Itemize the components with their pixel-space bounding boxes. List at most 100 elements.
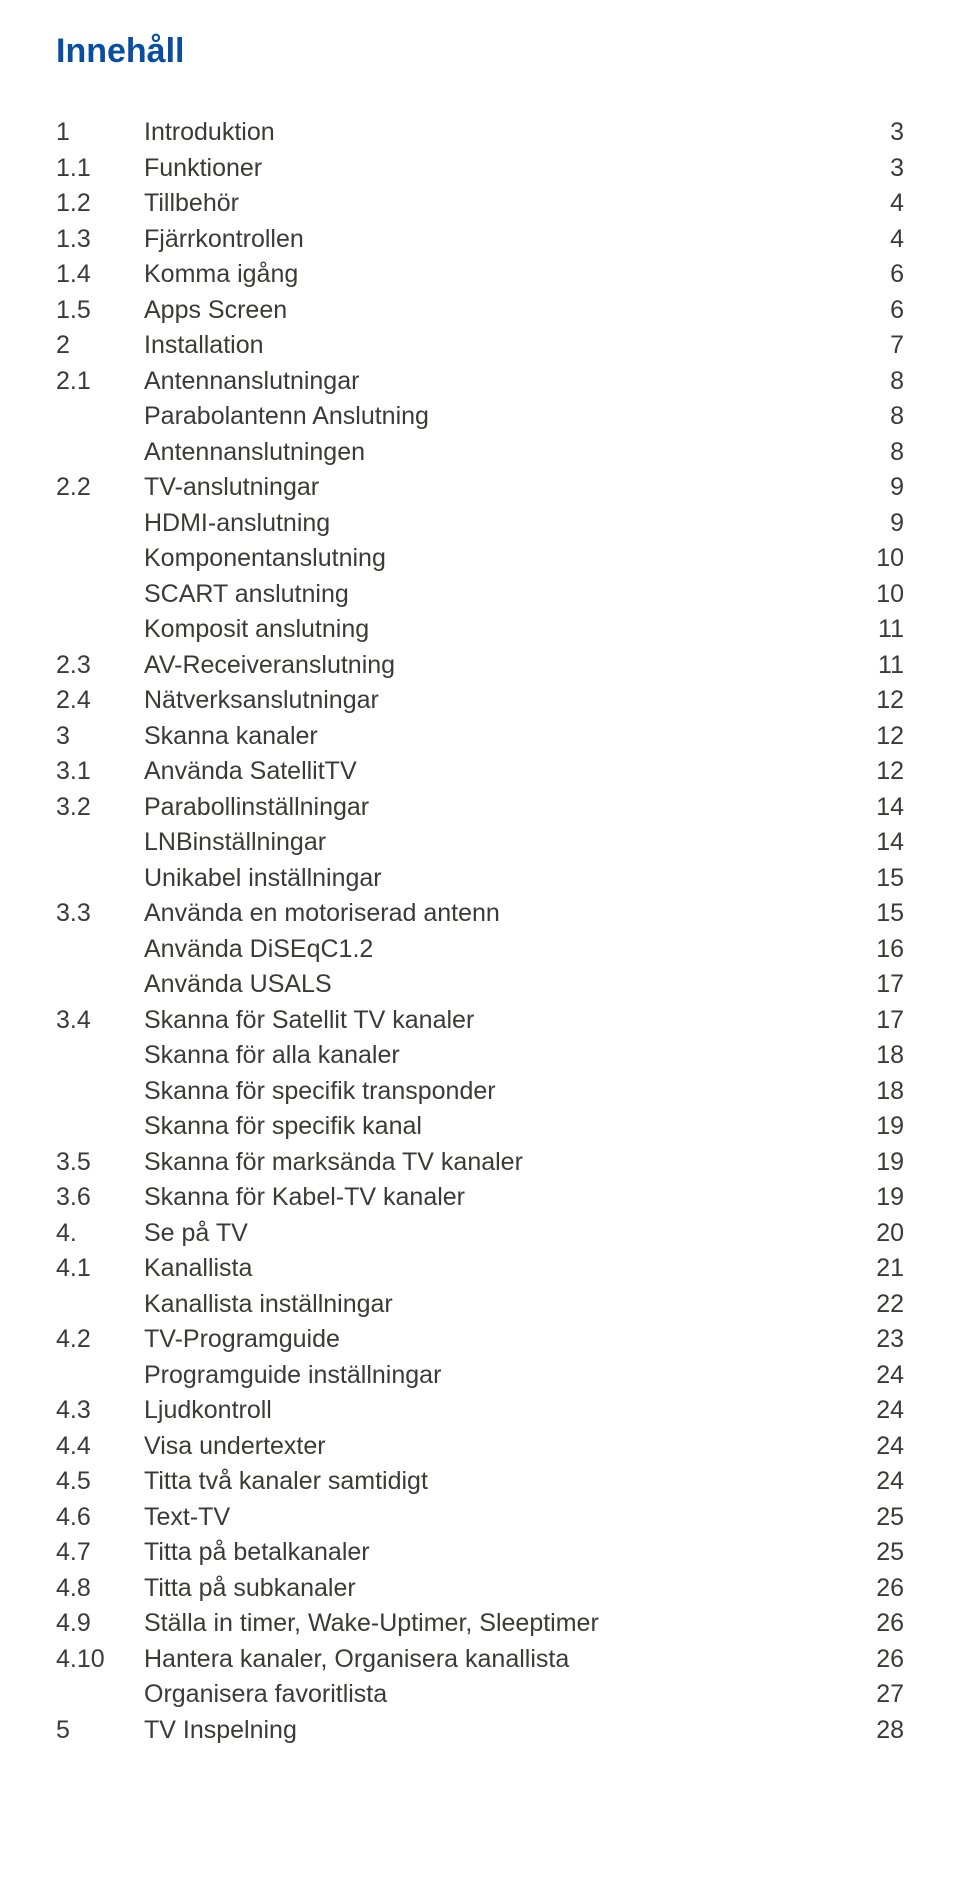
toc-row: 4.4Visa undertexter24 bbox=[56, 1429, 904, 1465]
toc-section-label: Ställa in timer, Wake-Uptimer, Sleeptime… bbox=[144, 1606, 844, 1642]
toc-row: 2Installation7 bbox=[56, 328, 904, 364]
toc-row: SCART anslutning10 bbox=[56, 577, 904, 613]
toc-section-number: 4.5 bbox=[56, 1464, 144, 1500]
toc-section-label: Komma igång bbox=[144, 257, 844, 293]
toc-section-number: 2.3 bbox=[56, 648, 144, 684]
toc-row: 5TV Inspelning28 bbox=[56, 1713, 904, 1749]
toc-section-label: Använda DiSEqC1.2 bbox=[144, 932, 844, 968]
toc-section-label: Skanna för alla kanaler bbox=[144, 1038, 844, 1074]
toc-row: 4.7Titta på betalkanaler25 bbox=[56, 1535, 904, 1571]
toc-row: Organisera favoritlista27 bbox=[56, 1677, 904, 1713]
toc-section-label: Parabolantenn Anslutning bbox=[144, 399, 844, 435]
toc-page-number: 11 bbox=[844, 648, 904, 684]
toc-row: 3Skanna kanaler12 bbox=[56, 719, 904, 755]
toc-page-number: 7 bbox=[844, 328, 904, 364]
toc-section-label: Skanna kanaler bbox=[144, 719, 844, 755]
toc-page-number: 17 bbox=[844, 967, 904, 1003]
toc-section-label: Skanna för specifik kanal bbox=[144, 1109, 844, 1145]
toc-section-label: Använda SatellitTV bbox=[144, 754, 844, 790]
toc-page-number: 24 bbox=[844, 1393, 904, 1429]
toc-page-number: 14 bbox=[844, 790, 904, 826]
toc-section-label: Komponentanslutning bbox=[144, 541, 844, 577]
toc-section-number: 3.4 bbox=[56, 1003, 144, 1039]
toc-row: 4.10Hantera kanaler, Organisera kanallis… bbox=[56, 1642, 904, 1678]
toc-row: Kanallista inställningar22 bbox=[56, 1287, 904, 1323]
toc-page-number: 12 bbox=[844, 719, 904, 755]
toc-page-number: 17 bbox=[844, 1003, 904, 1039]
toc-section-label: Hantera kanaler, Organisera kanallista bbox=[144, 1642, 844, 1678]
toc-page-number: 24 bbox=[844, 1464, 904, 1500]
toc-section-number: 3.1 bbox=[56, 754, 144, 790]
toc-section-number: 1 bbox=[56, 115, 144, 151]
toc-row: Komposit anslutning11 bbox=[56, 612, 904, 648]
toc-section-label: Antennanslutningar bbox=[144, 364, 844, 400]
page-title: Innehåll bbox=[56, 32, 904, 71]
toc-page-number: 11 bbox=[844, 612, 904, 648]
toc-page-number: 24 bbox=[844, 1358, 904, 1394]
toc-section-label: Komposit anslutning bbox=[144, 612, 844, 648]
toc-page-number: 8 bbox=[844, 399, 904, 435]
toc-section-label: Använda USALS bbox=[144, 967, 844, 1003]
toc-page-number: 26 bbox=[844, 1606, 904, 1642]
toc-row: 1Introduktion3 bbox=[56, 115, 904, 151]
toc-page-number: 25 bbox=[844, 1535, 904, 1571]
toc-row: 2.1Antennanslutningar8 bbox=[56, 364, 904, 400]
toc-section-label: Ljudkontroll bbox=[144, 1393, 844, 1429]
toc-section-label: Funktioner bbox=[144, 151, 844, 187]
toc-section-number: 3 bbox=[56, 719, 144, 755]
toc-section-label: Antennanslutningen bbox=[144, 435, 844, 471]
toc-section-label: Tillbehör bbox=[144, 186, 844, 222]
toc-row: Skanna för alla kanaler18 bbox=[56, 1038, 904, 1074]
toc-section-label: TV-anslutningar bbox=[144, 470, 844, 506]
toc-row: 1.2Tillbehör4 bbox=[56, 186, 904, 222]
toc-section-label: Unikabel inställningar bbox=[144, 861, 844, 897]
toc-row: 1.3Fjärrkontrollen4 bbox=[56, 222, 904, 258]
toc-page-number: 4 bbox=[844, 186, 904, 222]
toc-section-label: Kanallista bbox=[144, 1251, 844, 1287]
toc-page-number: 18 bbox=[844, 1074, 904, 1110]
toc-section-label: HDMI-anslutning bbox=[144, 506, 844, 542]
toc-section-number: 3.3 bbox=[56, 896, 144, 932]
toc-section-number: 1.3 bbox=[56, 222, 144, 258]
toc-row: Antennanslutningen8 bbox=[56, 435, 904, 471]
toc-section-label: Skanna för marksända TV kanaler bbox=[144, 1145, 844, 1181]
toc-row: 4.3Ljudkontroll24 bbox=[56, 1393, 904, 1429]
toc-section-label: Titta två kanaler samtidigt bbox=[144, 1464, 844, 1500]
toc-section-number: 2.4 bbox=[56, 683, 144, 719]
toc-page-number: 3 bbox=[844, 115, 904, 151]
toc-section-number: 4.6 bbox=[56, 1500, 144, 1536]
toc-section-number: 4.3 bbox=[56, 1393, 144, 1429]
toc-section-number: 1.4 bbox=[56, 257, 144, 293]
toc-page-number: 15 bbox=[844, 896, 904, 932]
toc-section-label: Skanna för Kabel-TV kanaler bbox=[144, 1180, 844, 1216]
toc-section-number: 1.1 bbox=[56, 151, 144, 187]
toc-section-label: Parabollinställningar bbox=[144, 790, 844, 826]
toc-section-number: 4.9 bbox=[56, 1606, 144, 1642]
toc-row: 3.4Skanna för Satellit TV kanaler17 bbox=[56, 1003, 904, 1039]
toc-section-label: Nätverksanslutningar bbox=[144, 683, 844, 719]
toc-section-label: Skanna för Satellit TV kanaler bbox=[144, 1003, 844, 1039]
toc-section-number: 2 bbox=[56, 328, 144, 364]
toc-page-number: 26 bbox=[844, 1571, 904, 1607]
toc-page-number: 23 bbox=[844, 1322, 904, 1358]
toc-row: HDMI-anslutning9 bbox=[56, 506, 904, 542]
toc-section-label: Introduktion bbox=[144, 115, 844, 151]
toc-row: Unikabel inställningar15 bbox=[56, 861, 904, 897]
toc-row: 3.3Använda en motoriserad antenn15 bbox=[56, 896, 904, 932]
toc-section-label: Se på TV bbox=[144, 1216, 844, 1252]
toc-section-number: 4. bbox=[56, 1216, 144, 1252]
toc-section-number: 4.4 bbox=[56, 1429, 144, 1465]
toc-row: 1.4Komma igång6 bbox=[56, 257, 904, 293]
toc-section-label: Skanna för specifik transponder bbox=[144, 1074, 844, 1110]
toc-section-label: AV-Receiveranslutning bbox=[144, 648, 844, 684]
toc-section-label: SCART anslutning bbox=[144, 577, 844, 613]
toc-section-number: 2.1 bbox=[56, 364, 144, 400]
toc-page-number: 18 bbox=[844, 1038, 904, 1074]
toc-page-number: 16 bbox=[844, 932, 904, 968]
toc-page-number: 24 bbox=[844, 1429, 904, 1465]
toc-page-number: 8 bbox=[844, 364, 904, 400]
toc-row: Komponentanslutning10 bbox=[56, 541, 904, 577]
toc-section-number: 4.8 bbox=[56, 1571, 144, 1607]
toc-section-label: Apps Screen bbox=[144, 293, 844, 329]
toc-row: 3.2Parabollinställningar14 bbox=[56, 790, 904, 826]
